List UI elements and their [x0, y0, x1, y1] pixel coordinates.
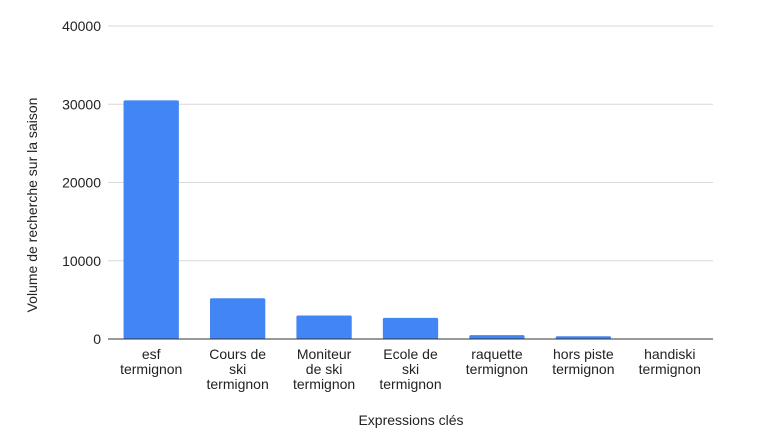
bar: [382, 317, 439, 339]
y-tick-label: 30000: [62, 96, 101, 112]
x-category-label: Moniteur de ski termignon: [293, 346, 355, 392]
bars: [123, 100, 612, 340]
x-category-label: raquette termignon: [466, 346, 528, 377]
gridlines: [108, 25, 713, 262]
x-category-label: Ecole de ski termignon: [379, 346, 441, 392]
x-category-label: Cours de ski termignon: [207, 346, 269, 392]
bar: [296, 315, 352, 339]
y-tick-label: 10000: [62, 253, 101, 269]
y-tick-label: 0: [93, 331, 101, 347]
y-axis-title: Volume de recherche sur la saison: [24, 98, 40, 313]
y-tick-label: 40000: [62, 18, 101, 34]
y-axis-ticks: 0 10000 20000 30000 40000: [62, 18, 101, 347]
bar: [555, 336, 612, 339]
bar: [469, 335, 525, 339]
x-axis-title: Expressions clés: [358, 412, 463, 428]
y-tick-label: 20000: [62, 175, 101, 191]
bar: [209, 298, 266, 339]
x-category-label: esf termignon: [120, 346, 182, 377]
x-category-label: hors piste termignon: [552, 346, 614, 377]
bar: [123, 100, 179, 340]
x-axis-categories: esf termignon Cours de ski termignon Moniteur…: [120, 346, 701, 392]
x-category-label: handiski termignon: [639, 346, 701, 377]
